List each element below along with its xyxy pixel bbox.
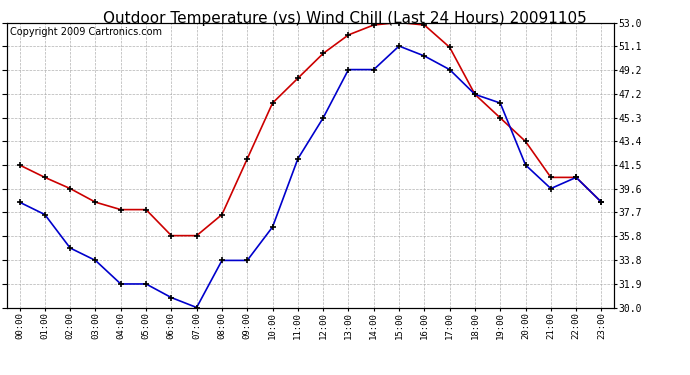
Text: Outdoor Temperature (vs) Wind Chill (Last 24 Hours) 20091105: Outdoor Temperature (vs) Wind Chill (Las… — [103, 11, 587, 26]
Text: Copyright 2009 Cartronics.com: Copyright 2009 Cartronics.com — [10, 27, 162, 37]
